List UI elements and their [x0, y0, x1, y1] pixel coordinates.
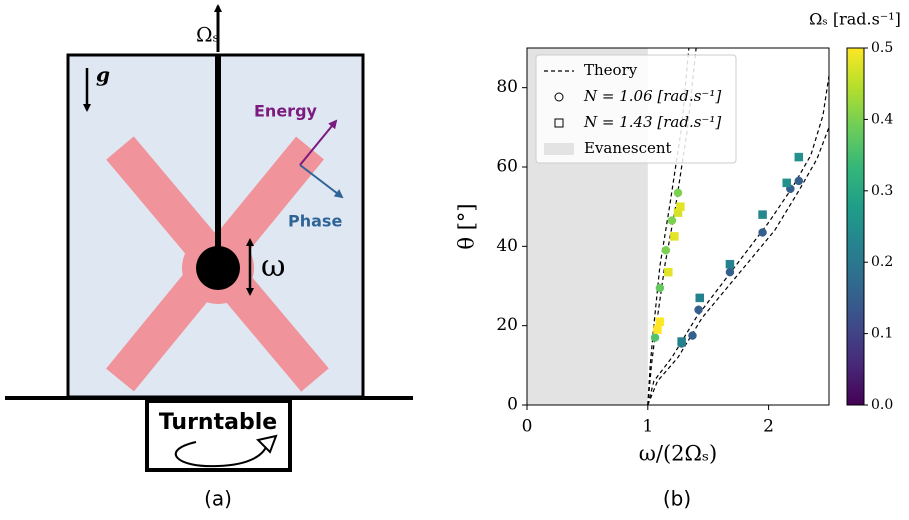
legend-label: N = 1.06 [rad.s⁻¹] [583, 87, 721, 105]
data-circle [667, 216, 677, 225]
colorbar-tick-label: 0.5 [871, 40, 893, 56]
y-tick-label: 0 [507, 395, 518, 415]
phase-arrow [299, 164, 344, 199]
data-square [794, 152, 804, 162]
rotation-label: Ωₛ [196, 23, 219, 47]
data-circle [794, 176, 804, 186]
x-tick-label: 2 [763, 417, 774, 437]
colorbar-tick-label: 0.4 [871, 111, 893, 127]
data-circle [650, 333, 660, 342]
legend-swatch [554, 118, 564, 128]
data-square [725, 259, 735, 269]
data-circle [661, 246, 671, 255]
colorbar [846, 47, 865, 406]
legend-box [535, 54, 737, 164]
colorbar-tick-label: 0.1 [871, 326, 893, 342]
data-square [782, 178, 791, 188]
y-tick-label: 40 [496, 236, 518, 256]
data-square [655, 317, 665, 326]
phase-label: Phase [288, 212, 342, 231]
data-square [677, 337, 686, 346]
legend-label: Theory [584, 61, 638, 79]
data-circle [694, 305, 703, 315]
data-square [758, 210, 767, 219]
data-square [695, 293, 704, 303]
legend-label: N = 1.43 [rad.s⁻¹] [583, 113, 721, 131]
legend-swatch [554, 92, 564, 102]
turntable-arrow [174, 441, 269, 468]
turntable-arrowhead [256, 434, 278, 454]
data-circle [655, 283, 665, 293]
y-tick-label: 60 [496, 157, 518, 177]
data-square [676, 202, 685, 211]
data-square [653, 325, 662, 334]
data-circle [725, 267, 735, 277]
data-circle [673, 188, 683, 198]
colorbar-tick-label: 0.0 [871, 397, 893, 413]
turntable-box [145, 399, 292, 472]
gravity-label: g [96, 63, 110, 87]
energy-arrow [299, 119, 338, 166]
colorbar-tick-label: 0.3 [871, 183, 893, 199]
panel-label: (b) [663, 487, 691, 511]
data-circle [688, 331, 697, 340]
legend-evanescent-swatch [544, 143, 574, 155]
data-square [670, 232, 679, 241]
y-tick-label: 20 [496, 315, 518, 335]
x-axis-label: ω/(2Ωₛ) [639, 442, 717, 466]
panel-a: Ωₛ g Energy Phase ω Turntable (a) [5, 4, 413, 511]
colorbar-label: Ωₛ [rad.s⁻¹] [809, 10, 901, 29]
data-square [664, 267, 673, 277]
x-tick-label: 0 [522, 417, 533, 437]
frequency-label: ω [261, 249, 285, 284]
y-tick-label: 80 [496, 77, 518, 97]
turntable-label: Turntable [159, 410, 277, 435]
colorbar-tick-label: 0.2 [871, 254, 893, 270]
energy-label: Energy [254, 102, 318, 121]
theory-curve [647, 75, 830, 406]
x-tick-label: 1 [642, 417, 653, 437]
data-circle [758, 228, 767, 237]
plot-frame [526, 47, 830, 406]
y-axis-label: θ [°] [455, 203, 479, 249]
legend-label: Evanescent [584, 139, 672, 157]
panel-label: (a) [204, 487, 232, 511]
oscillator [196, 246, 240, 290]
theory-curve [647, 127, 830, 406]
